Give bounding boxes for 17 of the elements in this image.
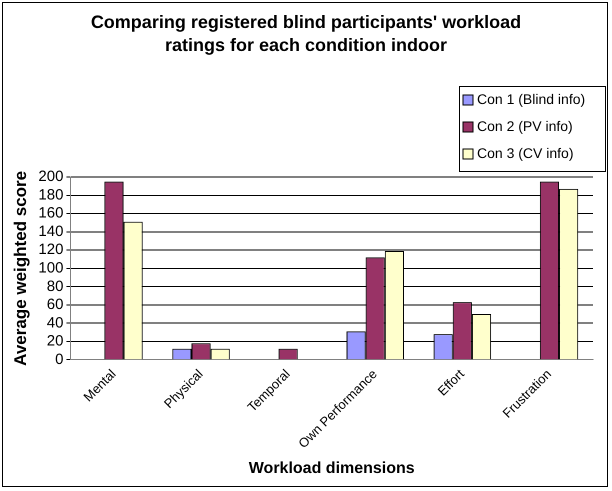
y-axis-title: Average weighted score — [10, 170, 30, 366]
y-tick-label: 200 — [38, 168, 64, 186]
y-tick-label: 180 — [38, 186, 64, 204]
y-tick-label: 80 — [46, 278, 64, 295]
legend-label: Con 1 (Blind info) — [477, 90, 586, 107]
y-tick-label: 120 — [38, 241, 64, 258]
y-tick-label: 40 — [46, 314, 64, 332]
y-tick-label: 60 — [46, 296, 64, 314]
chart-title: Comparing registered blind participants' workload ratings for each condition indoor — [90, 11, 522, 57]
x-axis-title: Workload dimensions — [248, 460, 415, 477]
y-tick-label: 0 — [55, 350, 64, 368]
legend-label: Con 3 (CV info) — [477, 144, 574, 161]
y-tick-label: 160 — [38, 204, 64, 222]
y-tick-label: 100 — [38, 259, 64, 276]
y-tick-label: 140 — [38, 222, 64, 240]
legend-label: Con 2 (PV info) — [477, 118, 573, 134]
y-tick-label: 20 — [46, 332, 64, 350]
